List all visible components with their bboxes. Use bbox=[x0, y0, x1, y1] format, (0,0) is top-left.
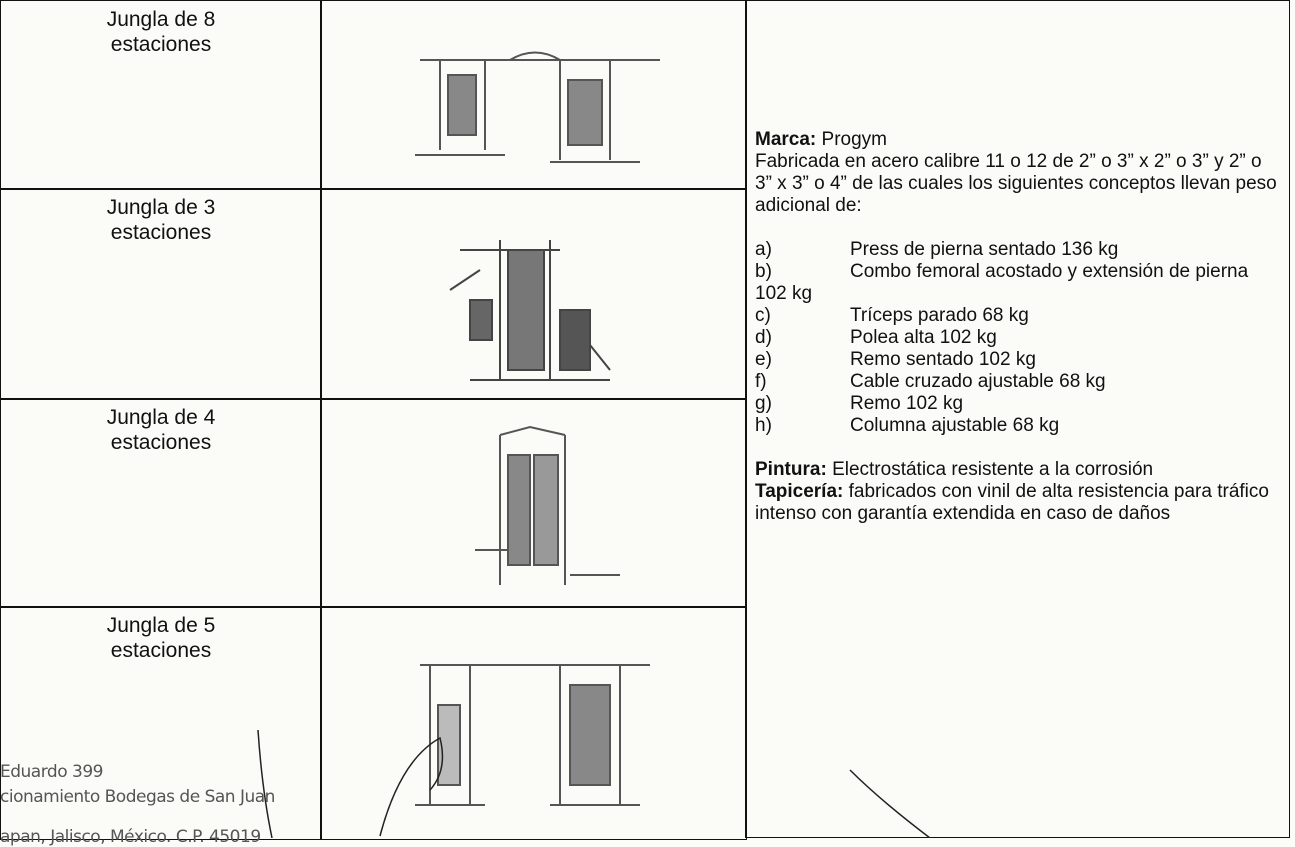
name: estaciones bbox=[110, 33, 212, 56]
image-cell bbox=[320, 0, 747, 190]
item-list: a) Press de pierna sentado 136 kg b) Combo … bbox=[755, 239, 1281, 437]
item-text: Remo sentado 102 kg bbox=[850, 349, 1036, 370]
paragraph: Pintura: Electrostática resistente a la … bbox=[755, 459, 1281, 481]
list-item: d) Polea alta 102 kg bbox=[755, 327, 1281, 349]
paragraph: Marca: Progym bbox=[755, 129, 1281, 151]
item-letter: h) bbox=[755, 415, 772, 436]
item-text: Columna ajustable 68 kg bbox=[850, 415, 1060, 436]
item-letter: d) bbox=[755, 327, 772, 348]
paragraph: Fabricada en acero calibre 11 o 12 de 2”… bbox=[755, 151, 1277, 216]
machine-image bbox=[475, 425, 620, 585]
item-text: Tríceps parado 68 kg bbox=[850, 305, 1029, 326]
item-letter: a) bbox=[755, 239, 772, 260]
name: Jungla de 8 bbox=[106, 8, 216, 31]
name: Jungla de 4 bbox=[106, 406, 216, 429]
image-cell bbox=[320, 398, 747, 608]
item-letter: e) bbox=[755, 349, 772, 370]
value: Progym bbox=[821, 129, 887, 150]
footer-line: Eduardo 399 bbox=[0, 762, 103, 782]
list-item: b) Combo femoral acostado y extensión de … bbox=[755, 261, 1281, 305]
image-cell bbox=[320, 188, 747, 400]
list-item: f) Cable cruzado ajustable 68 kg bbox=[755, 371, 1281, 393]
footer-line: cionamiento Bodegas de San Juan bbox=[0, 787, 275, 807]
value: Electrostática resistente a la corrosión bbox=[832, 459, 1154, 480]
item-letter: b) bbox=[755, 261, 772, 282]
list-item: h) Columna ajustable 68 kg bbox=[755, 415, 1281, 437]
name: estaciones bbox=[110, 639, 212, 662]
name: estaciones bbox=[110, 431, 212, 454]
item-letter: g) bbox=[755, 393, 772, 414]
item-letter: f) bbox=[755, 371, 767, 392]
name: estaciones bbox=[110, 221, 212, 244]
label: Marca: bbox=[755, 129, 817, 150]
name-cell: Jungla de 4 estaciones bbox=[0, 398, 322, 608]
item-text: Cable cruzado ajustable 68 kg bbox=[850, 371, 1106, 392]
item-text: Remo 102 kg bbox=[850, 393, 964, 414]
name-cell: Jungla de 8 estaciones bbox=[0, 0, 322, 190]
machine-image bbox=[415, 51, 660, 163]
list-item: g) Remo 102 kg bbox=[755, 393, 1281, 415]
item-letter: c) bbox=[755, 305, 771, 326]
paragraph: Tapicería: fabricados con vinil de alta … bbox=[755, 481, 1281, 525]
list-item: a) Press de pierna sentado 136 kg bbox=[755, 239, 1281, 261]
label: Pintura: bbox=[755, 459, 827, 480]
description-cell: Marca: Progym Fabricada en acero calibre… bbox=[745, 0, 1290, 838]
name: Jungla de 5 bbox=[106, 614, 216, 637]
list-item: e) Remo sentado 102 kg bbox=[755, 349, 1281, 371]
item-text: Combo femoral acostado y extensión de pi… bbox=[755, 261, 1249, 304]
name: Jungla de 3 bbox=[106, 196, 216, 219]
label: Tapicería: bbox=[755, 481, 844, 502]
machine-image bbox=[449, 240, 611, 381]
value: fabricados con vinil de alta resistencia… bbox=[755, 481, 1269, 524]
machine-image bbox=[415, 664, 650, 806]
item-text: Press de pierna sentado 136 kg bbox=[850, 239, 1119, 260]
list-item: c) Tríceps parado 68 kg bbox=[755, 305, 1281, 327]
item-text: Polea alta 102 kg bbox=[850, 327, 997, 348]
name-cell: Jungla de 3 estaciones bbox=[0, 188, 322, 400]
